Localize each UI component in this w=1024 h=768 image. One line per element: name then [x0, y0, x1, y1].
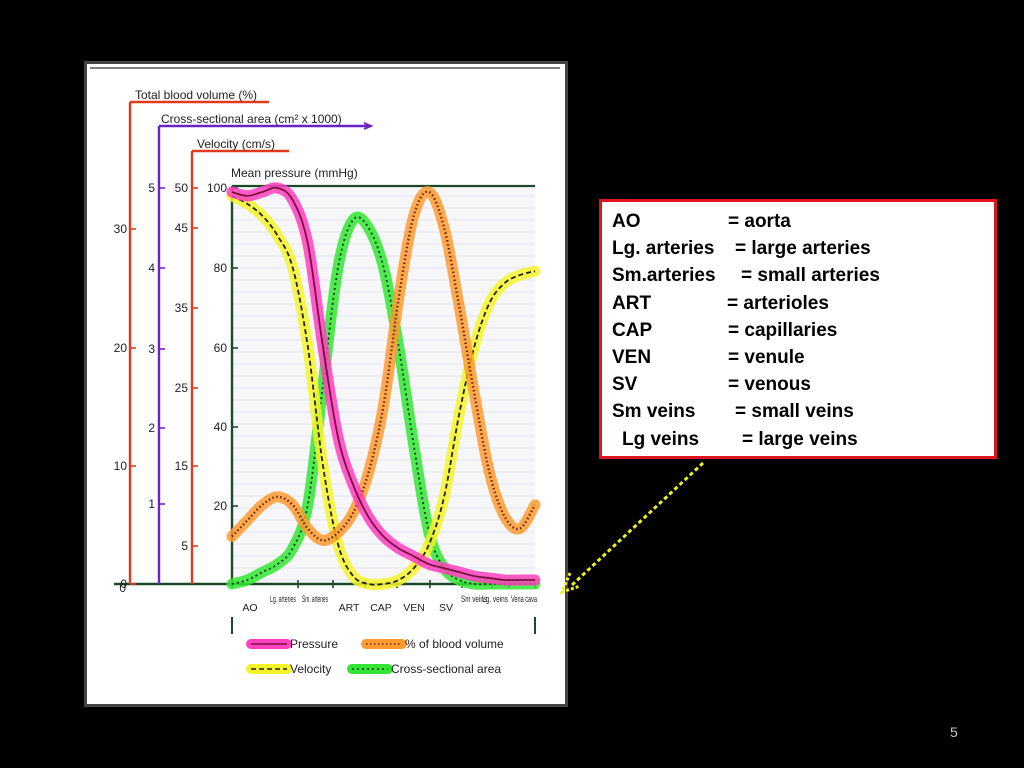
y-tick-label: 20: [114, 341, 128, 355]
y-tick-label: 40: [214, 420, 228, 434]
abbreviation-definition: = large veins: [742, 428, 858, 450]
y-tick-label: 45: [175, 221, 189, 235]
y-axis-title: Velocity (cm/s): [197, 137, 275, 151]
x-category-label: AO: [242, 602, 257, 614]
abbreviation-term: AO: [612, 211, 641, 232]
y-axis-title: Mean pressure (mmHg): [231, 166, 358, 180]
legend-label: % of blood volume: [405, 637, 504, 651]
x-category-label: Lg. veins: [482, 594, 508, 605]
y-axis-title: Total blood volume (%): [135, 88, 257, 102]
y-axis-2: [190, 149, 289, 584]
series-line-blood-volume-stroke: [231, 190, 537, 542]
x-category-label: CAP: [370, 602, 392, 614]
y-tick-label: 60: [214, 341, 228, 355]
y-axis-header-arrow: [363, 122, 374, 130]
y-axis-title: Cross-sectional area (cm² x 1000): [161, 112, 342, 126]
abbreviation-term: ART: [612, 292, 652, 314]
abbreviation-term: VEN: [612, 347, 652, 368]
figure-frame: [84, 61, 568, 707]
series-line-blood-volume: [226, 186, 541, 546]
y-tick-label-zero: 0: [119, 581, 126, 595]
x-category-label: Lg. arteries: [270, 594, 296, 605]
series-line-pressure: [226, 182, 541, 586]
abbreviation-term: Sm veins: [612, 401, 696, 423]
abbreviation-box: AO = aorta Lg. arteries = large arteries Sm.…: [599, 199, 997, 459]
series-line-velocity-stroke: [231, 195, 536, 586]
series-line-cross-section: [226, 211, 541, 590]
y-tick-label: 50: [175, 181, 189, 195]
y-tick-label: 5: [148, 181, 155, 195]
y-tick-label: 80: [214, 261, 228, 275]
abbreviation-definition: = arterioles: [727, 292, 829, 314]
x-category-label: ART: [339, 602, 360, 614]
y-tick-label: 5: [181, 539, 188, 553]
legend-label: Pressure: [290, 637, 338, 651]
abbreviation-term: SV: [612, 374, 638, 396]
legend-entry: Pressure: [246, 637, 338, 651]
abbreviation-term: Sm.arteries: [612, 265, 716, 287]
y-tick-label: 30: [114, 222, 128, 236]
abbreviation-term: Lg. arteries: [612, 238, 715, 260]
page-number: 5: [950, 724, 958, 740]
legend-entry: % of blood volume: [361, 637, 504, 651]
chart-figure: Total blood volume (%) Cross-sectional ar…: [84, 61, 568, 707]
abbreviation-term: CAP: [612, 319, 653, 341]
abbreviation-definition: = venous: [728, 374, 811, 396]
x-category-label: VEN: [403, 602, 425, 614]
y-axis-0: [128, 100, 269, 584]
abbreviation-definition: = small veins: [735, 401, 854, 423]
y-tick-label: 100: [207, 181, 227, 195]
series-line-velocity: [226, 190, 541, 591]
y-tick-label: 1: [148, 497, 155, 511]
abbreviation-definition: = venule: [728, 347, 805, 368]
x-category-label: Sm veins: [461, 594, 487, 605]
abbreviation-definition: = large arteries: [735, 238, 871, 260]
blood-flow-chart: Total blood volume (%) Cross-sectional ar…: [84, 61, 568, 707]
y-tick-label: 2: [148, 421, 155, 435]
y-axis-1: [157, 122, 374, 584]
legend-entry: Velocity: [246, 662, 331, 676]
y-tick-label: 20: [214, 499, 228, 513]
abbreviation-definition: = capillaries: [728, 319, 838, 341]
y-tick-label: 3: [148, 342, 155, 356]
abbreviation-definition: = small arteries: [741, 265, 880, 287]
x-category-label: SV: [439, 602, 453, 614]
y-tick-label: 4: [148, 261, 155, 275]
legend-label: Cross-sectional area: [391, 662, 501, 676]
legend-label: Velocity: [290, 662, 331, 676]
legend-entry: Cross-sectional area: [347, 662, 501, 676]
y-tick-label: 15: [175, 459, 189, 473]
series-line-pressure-stroke: [231, 186, 535, 582]
series-line-cross-section-stroke: [231, 216, 535, 586]
y-tick-label: 35: [175, 301, 189, 315]
abbreviation-term: Lg veins: [622, 428, 700, 450]
y-tick-label: 10: [114, 459, 128, 473]
x-category-label: Vena cava: [511, 594, 537, 605]
y-tick-label: 25: [175, 381, 189, 395]
x-category-label: Sm. arteries: [302, 594, 328, 605]
abbreviation-definition: = aorta: [728, 211, 791, 232]
y-tick-label: 0: [120, 577, 127, 591]
